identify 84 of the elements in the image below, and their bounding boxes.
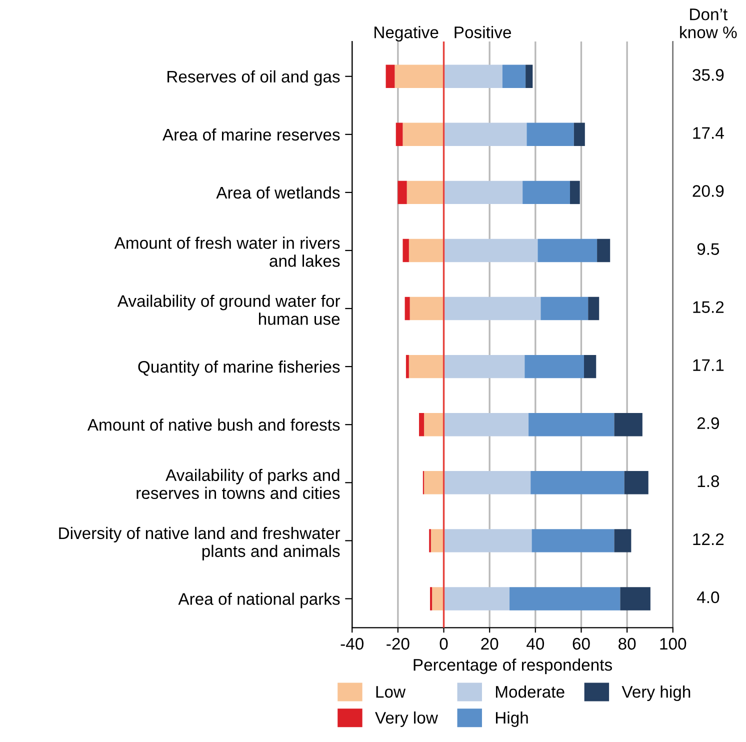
- legend-label: High: [496, 711, 528, 727]
- legend-label: Very high: [622, 686, 690, 702]
- bar: [432, 587, 444, 610]
- text: Don’t know %: [680, 8, 737, 38]
- bar: [528, 412, 614, 436]
- annotation: Negative: [374, 26, 438, 42]
- y-tick-label: Availability of parks and reserves in towns and cities: [136, 468, 340, 500]
- bar: [394, 64, 444, 88]
- bar: [444, 180, 523, 204]
- bar: [570, 180, 580, 204]
- bar: [444, 238, 538, 262]
- x-tick-label: 60: [572, 638, 590, 650]
- bar: [406, 180, 444, 204]
- text: Positive: [454, 26, 512, 38]
- bar: [398, 180, 407, 204]
- x-tick-label: 100: [660, 638, 686, 650]
- bar: [419, 412, 424, 436]
- bar: [424, 471, 444, 494]
- bar: [396, 122, 403, 146]
- bar: [614, 529, 632, 552]
- x-tick-label: 80: [618, 638, 636, 650]
- text: 1.8: [698, 475, 720, 488]
- text: 17.4: [693, 127, 724, 139]
- bar: [502, 64, 526, 88]
- text: 2.9: [697, 417, 719, 430]
- y-tick-label: Amount of fresh water in rivers and lakes: [114, 236, 340, 267]
- x-tick-label: 20: [481, 638, 498, 650]
- bar: [444, 122, 527, 146]
- bar: [444, 296, 541, 320]
- x-tick-label: 40: [526, 638, 544, 650]
- bar: [526, 122, 574, 146]
- bar: [584, 354, 596, 378]
- bar: [410, 296, 444, 320]
- bar: [574, 122, 585, 146]
- text: 20.9: [692, 185, 724, 197]
- bar: [444, 529, 532, 552]
- bar: [444, 587, 510, 610]
- y-tick-label: Area of wetlands: [216, 186, 340, 199]
- bar: [386, 64, 395, 88]
- bar: [540, 296, 588, 320]
- y-tick-label: Area of marine reserves: [162, 128, 340, 141]
- bar: [538, 238, 598, 262]
- bar: [624, 471, 648, 494]
- bar: [408, 354, 444, 378]
- bar: [404, 296, 410, 320]
- bar: [620, 587, 650, 610]
- bar: [444, 354, 525, 378]
- x-axis-title: Percentage of respondents: [414, 658, 612, 674]
- x-tick-label: -20: [386, 638, 410, 650]
- legend-label: Low: [376, 686, 406, 698]
- text: 15.2: [693, 301, 724, 313]
- bar: [530, 471, 624, 494]
- bar: [444, 64, 502, 88]
- text: 9.5: [697, 243, 720, 255]
- y-tick-label: Amount of native bush and forests: [87, 418, 340, 431]
- bar: [408, 238, 444, 262]
- y-tick-label: Area of national parks: [178, 592, 340, 608]
- bar: [522, 180, 570, 204]
- bar: [588, 296, 600, 320]
- bar: [532, 529, 614, 552]
- bar: [510, 587, 620, 610]
- x-tick-label: 0: [440, 638, 448, 650]
- y-tick-label: Availability of ground water for human use: [117, 294, 340, 325]
- text: 35.9: [692, 69, 724, 81]
- y-tick-label: Reserves of oil and gas: [168, 70, 340, 86]
- bar: [444, 471, 531, 494]
- bar: [524, 354, 584, 378]
- bar: [444, 412, 529, 436]
- y-tick-label: Diversity of native land and freshwater plants and animals: [59, 526, 340, 560]
- legend-label: Very low: [375, 711, 438, 727]
- bar: [614, 412, 642, 436]
- bar: [406, 354, 409, 378]
- bar: [597, 238, 610, 262]
- x-tick-label: -40: [340, 638, 364, 650]
- bar: [402, 238, 409, 262]
- bar: [526, 64, 533, 88]
- y-tick-label: Quantity of marine fisheries: [138, 360, 340, 376]
- text: 17.1: [693, 359, 724, 371]
- text: 4.0: [696, 591, 720, 604]
- bar: [402, 122, 444, 146]
- text: 12.2: [693, 533, 724, 545]
- bar: [424, 412, 444, 436]
- bar: [430, 529, 444, 552]
- legend-label: Moderate: [496, 686, 564, 698]
